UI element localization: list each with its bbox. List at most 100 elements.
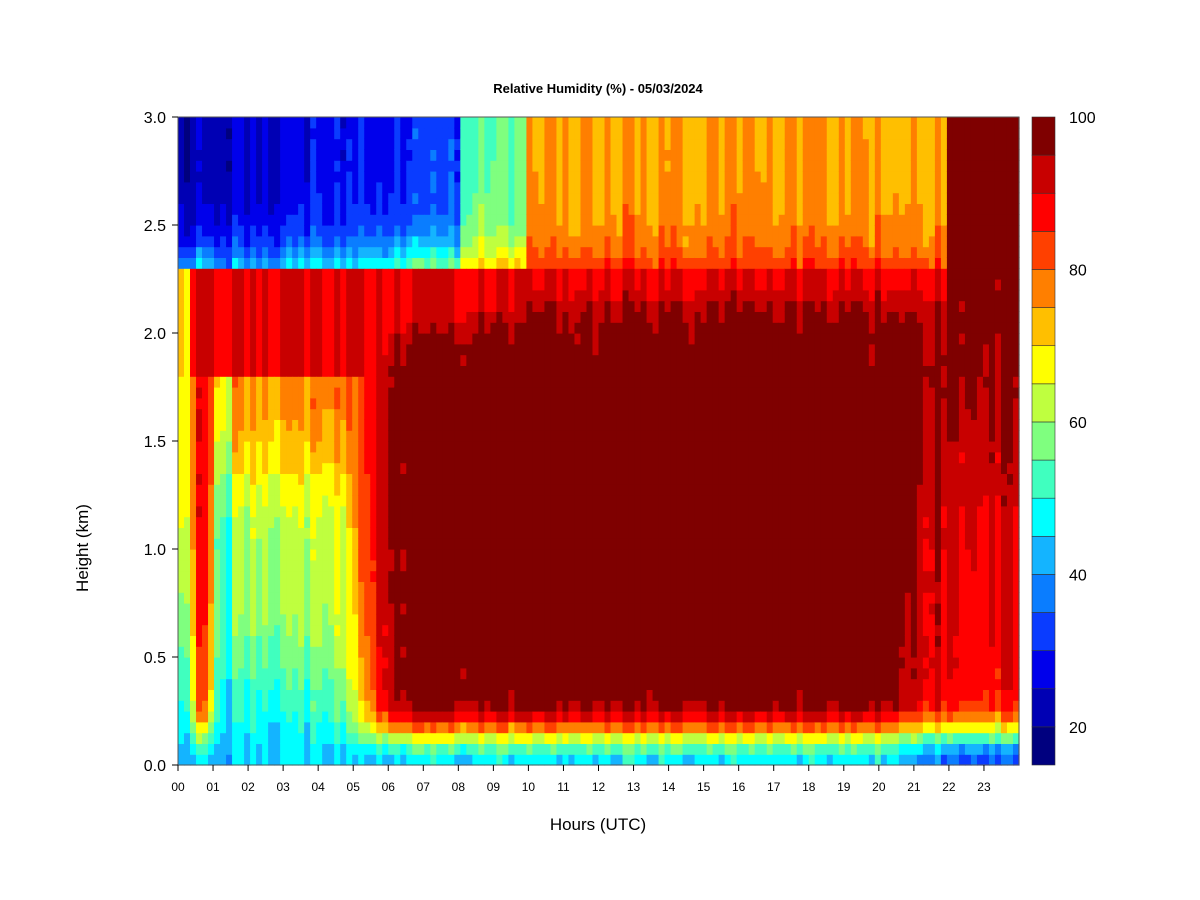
heatmap-cell [622, 559, 630, 572]
heatmap-cell [634, 127, 642, 140]
heatmap-cell [442, 203, 449, 215]
heatmap-cell [202, 117, 209, 129]
heatmap-cell [304, 203, 311, 215]
heatmap-cell [208, 214, 215, 226]
heatmap-cell [298, 754, 305, 766]
heatmap-cell [616, 246, 624, 258]
heatmap-cell [262, 462, 269, 474]
heatmap-cell [184, 376, 191, 388]
heatmap-cell [460, 657, 467, 669]
heatmap-cell [196, 646, 203, 658]
heatmap-cell [604, 743, 612, 755]
heatmap-cell [652, 678, 660, 690]
heatmap-cell [394, 646, 401, 658]
heatmap-cell [364, 678, 371, 690]
heatmap-cell [400, 451, 407, 464]
heatmap-cell [232, 257, 239, 269]
heatmap-cell [322, 689, 329, 701]
heatmap-cell [274, 181, 281, 194]
heatmap-cell [196, 203, 203, 215]
heatmap-cell [406, 430, 413, 442]
heatmap-cell [610, 462, 618, 474]
heatmap-cell [592, 268, 600, 280]
heatmap-cell [382, 538, 389, 550]
heatmap-cell [256, 354, 263, 366]
heatmap-cell [208, 419, 215, 431]
heatmap-cell [628, 527, 636, 539]
heatmap-cell [286, 235, 293, 248]
heatmap-cell [328, 397, 335, 410]
heatmap-cell [472, 127, 479, 140]
heatmap-cell [220, 441, 227, 453]
heatmap-cell [478, 225, 485, 237]
heatmap-cell [658, 397, 666, 410]
heatmap-cell [484, 559, 491, 572]
heatmap-cell [316, 225, 323, 237]
heatmap-cell [454, 473, 461, 485]
heatmap-cell [436, 743, 443, 755]
heatmap-cell [238, 365, 245, 377]
heatmap-cell [232, 225, 239, 237]
heatmap-cell [634, 592, 642, 604]
heatmap-cell [406, 376, 413, 388]
heatmap-cell [208, 149, 215, 161]
heatmap-cell [670, 192, 678, 204]
heatmap-cell [418, 721, 425, 734]
heatmap-cell [640, 754, 648, 766]
heatmap-cell [670, 225, 678, 237]
heatmap-cell [202, 322, 209, 334]
heatmap-cell [670, 613, 678, 626]
heatmap-cell [508, 754, 515, 766]
heatmap-cell [490, 462, 497, 474]
heatmap-cell [448, 246, 455, 258]
heatmap-cell [424, 527, 431, 539]
heatmap-cell [340, 333, 347, 345]
heatmap-cell [352, 117, 359, 129]
heatmap-cell [412, 225, 419, 237]
heatmap-cell [472, 441, 479, 453]
heatmap-cell [412, 657, 419, 669]
heatmap-cell [178, 192, 185, 204]
heatmap-cell [598, 300, 606, 312]
heatmap-cell [442, 333, 449, 345]
heatmap-cell [322, 559, 329, 572]
heatmap-cell [268, 689, 275, 701]
heatmap-cell [358, 646, 365, 658]
heatmap-cell [334, 646, 341, 658]
heatmap-cell [460, 376, 467, 388]
heatmap-cell [508, 603, 515, 615]
heatmap-cell [640, 387, 648, 399]
heatmap-cell [304, 376, 311, 388]
heatmap-cell [178, 203, 185, 215]
heatmap-cell [670, 473, 678, 485]
heatmap-cell [382, 279, 389, 291]
heatmap-cell [400, 300, 407, 312]
heatmap-cell [508, 279, 515, 291]
heatmap-cell [592, 160, 600, 172]
heatmap-cell [484, 246, 491, 258]
heatmap-cell [208, 678, 215, 690]
heatmap-cell [268, 333, 275, 345]
heatmap-cell [478, 549, 485, 561]
heatmap-cell [532, 613, 540, 626]
heatmap-cell [430, 484, 437, 496]
heatmap-cell [574, 678, 582, 690]
heatmap-cell [616, 689, 624, 701]
heatmap-cell [340, 613, 347, 626]
heatmap-cell [292, 581, 299, 593]
heatmap-cell [370, 732, 377, 744]
heatmap-cell [394, 613, 401, 626]
heatmap-cell [556, 495, 564, 507]
heatmap-cell [382, 678, 389, 690]
heatmap-cell [604, 149, 612, 161]
heatmap-cell [262, 451, 269, 464]
heatmap-cell [328, 138, 335, 150]
heatmap-cell [244, 300, 251, 312]
heatmap-cell [532, 711, 540, 723]
heatmap-cell [508, 700, 515, 712]
heatmap-cell [268, 225, 275, 237]
heatmap-cell [394, 592, 401, 604]
heatmap-cell [286, 754, 293, 766]
heatmap-cell [238, 235, 245, 248]
heatmap-cell [358, 160, 365, 172]
